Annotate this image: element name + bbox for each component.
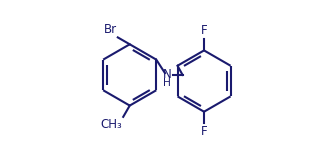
- Text: CH₃: CH₃: [100, 118, 122, 131]
- Text: F: F: [201, 125, 207, 138]
- Text: H: H: [163, 78, 171, 88]
- Text: Br: Br: [104, 23, 117, 36]
- Text: N: N: [163, 68, 171, 81]
- Text: F: F: [201, 24, 207, 37]
